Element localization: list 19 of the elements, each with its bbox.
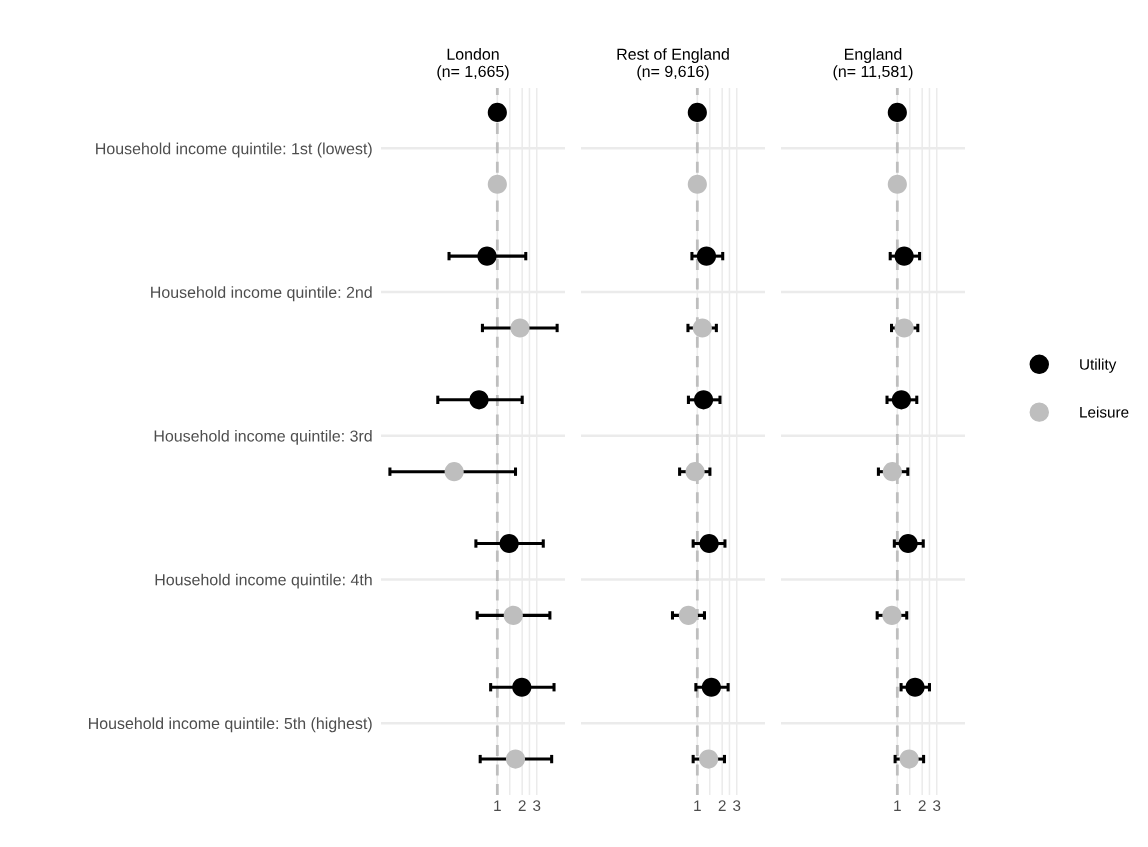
x-tick-label: 1	[694, 800, 701, 811]
x-tick-label: 3	[533, 800, 541, 812]
chart-title: London (n= 1,665)	[437, 48, 509, 81]
chart-title: England (n= 11,581)	[833, 48, 913, 81]
x-tick-label: 3	[933, 800, 941, 812]
x-tick-label: 2	[918, 800, 926, 811]
chart-title: Rest of England (n= 9,616)	[617, 48, 729, 81]
x-tick-label: 3	[733, 800, 741, 812]
y-tick-label: Household income quintile: 4th	[155, 573, 372, 589]
legend-label: Leisure	[1080, 406, 1129, 418]
y-tick-label: Household income quintile: 5th (highest)	[88, 717, 372, 733]
y-tick-label: Household income quintile: 3rd	[154, 429, 372, 445]
y-tick-label: Household income quintile: 2nd	[151, 286, 372, 302]
legend-label: Utility	[1080, 358, 1117, 373]
x-tick-label: 1	[894, 800, 901, 811]
x-tick-label: 2	[718, 800, 726, 811]
x-tick-label: 2	[518, 800, 526, 811]
x-tick-label: 1	[494, 800, 501, 811]
y-tick-label: Household income quintile: 1st (lowest)	[96, 142, 372, 158]
